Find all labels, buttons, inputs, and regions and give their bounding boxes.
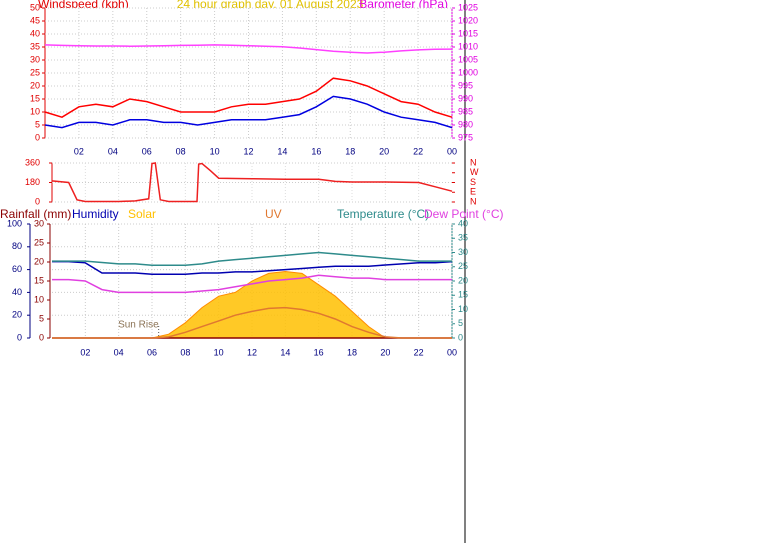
y-tick-label: 25 — [458, 261, 468, 271]
x-tick-label: 06 — [147, 347, 157, 357]
y-tick-label: 5 — [39, 313, 44, 323]
y-tick-label: 985 — [458, 106, 473, 116]
line — [52, 274, 452, 294]
x-tick-label: 16 — [311, 146, 321, 156]
x-tick-label: 00 — [447, 146, 457, 156]
y-tick-label: E — [470, 187, 476, 197]
y-tick-label: 995 — [458, 80, 473, 90]
y-tick-label: 5 — [458, 318, 463, 328]
y2-axis-label: Barometer (hPa) — [359, 0, 448, 11]
x-tick-label: 18 — [347, 347, 357, 357]
annotation: Sun Rise — [118, 320, 159, 331]
y-tick-label: 0 — [39, 332, 44, 342]
y-tick-label: 40 — [12, 287, 22, 297]
y-tick-label: 15 — [458, 290, 468, 300]
y-tick-label: 980 — [458, 119, 473, 129]
y-tick-label: 5 — [35, 119, 40, 129]
y-tick-label: 20 — [30, 80, 40, 90]
legend-entry: Dew Point (°C) — [424, 207, 503, 221]
y-tick-label: 0 — [35, 132, 40, 142]
x-tick-label: 08 — [180, 347, 190, 357]
y-tick-label: 30 — [458, 247, 468, 257]
x-tick-label: 14 — [280, 347, 290, 357]
y-tick-label: 0 — [17, 332, 22, 342]
y-tick-label: N — [470, 157, 477, 167]
y-tick-label: 180 — [25, 177, 40, 187]
line — [44, 77, 453, 119]
x-tick-label: 12 — [247, 347, 257, 357]
y-tick-label: 15 — [30, 93, 40, 103]
y-tick-label: 10 — [458, 304, 468, 314]
y-tick-label: 15 — [34, 275, 44, 285]
line — [44, 44, 453, 54]
y-tick-label: 975 — [458, 132, 473, 142]
y-tick-label: 20 — [34, 256, 44, 266]
x-tick-label: 22 — [413, 146, 423, 156]
x-tick-label: 18 — [345, 146, 355, 156]
x-tick-label: 16 — [314, 347, 324, 357]
line — [52, 251, 452, 267]
y-tick-label: 1015 — [458, 28, 478, 38]
y-tick-label: S — [470, 177, 476, 187]
y-axis-label: Windspeed (kph) — [38, 0, 129, 11]
y-tick-label: 35 — [30, 41, 40, 51]
y-tick-label: 10 — [34, 294, 44, 304]
x-tick-label: 02 — [74, 146, 84, 156]
y-tick-label: 1020 — [458, 15, 478, 25]
y-tick-label: 1025 — [458, 2, 478, 12]
x-tick-label: 12 — [243, 146, 253, 156]
y-tick-label: 60 — [12, 264, 22, 274]
y-tick-label: N — [470, 196, 477, 206]
y-tick-label: 35 — [458, 233, 468, 243]
x-tick-label: 02 — [80, 347, 90, 357]
x-tick-label: 08 — [176, 146, 186, 156]
x-tick-label: 10 — [214, 347, 224, 357]
y-tick-label: 25 — [34, 237, 44, 247]
legend-entry: Solar — [128, 207, 156, 221]
y-tick-label: 20 — [458, 275, 468, 285]
y-tick-label: 1005 — [458, 54, 478, 64]
legend-entry: Humidity — [72, 207, 119, 221]
y-tick-label: 50 — [30, 2, 40, 12]
y-tick-label: 0 — [35, 196, 40, 206]
y-tick-label: 360 — [25, 157, 40, 167]
x-tick-label: 10 — [210, 146, 220, 156]
x-tick-label: 04 — [108, 146, 118, 156]
y-tick-label: 0 — [458, 332, 463, 342]
y-tick-label: 30 — [34, 218, 44, 228]
line — [44, 95, 453, 129]
y-tick-label: 10 — [30, 106, 40, 116]
legend-entry: Rainfall (mm) — [0, 207, 71, 221]
y-tick-label: 40 — [30, 28, 40, 38]
y-tick-label: 30 — [30, 54, 40, 64]
y-tick-label: W — [470, 167, 479, 177]
y-tick-label: 25 — [30, 67, 40, 77]
y-tick-label: 40 — [458, 218, 468, 228]
line — [52, 260, 453, 275]
legend-entry: UV — [265, 207, 282, 221]
x-tick-label: 20 — [379, 146, 389, 156]
legend-entry: Temperature (°C) — [337, 207, 429, 221]
x-tick-label: 22 — [414, 347, 424, 357]
y-tick-label: 100 — [7, 218, 22, 228]
line — [51, 162, 453, 203]
x-tick-label: 04 — [114, 347, 124, 357]
line — [52, 306, 452, 339]
x-tick-label: 06 — [142, 146, 152, 156]
y-tick-label: 1000 — [458, 67, 478, 77]
x-tick-label: 14 — [277, 146, 287, 156]
y-tick-label: 20 — [12, 310, 22, 320]
y-tick-label: 45 — [30, 15, 40, 25]
chart-title: 24 hour graph day, 01 August 2023 — [177, 0, 364, 11]
x-tick-label: 00 — [447, 347, 457, 357]
y-tick-label: 990 — [458, 93, 473, 103]
y-tick-label: 1010 — [458, 41, 478, 51]
y-tick-label: 80 — [12, 241, 22, 251]
x-tick-label: 20 — [380, 347, 390, 357]
